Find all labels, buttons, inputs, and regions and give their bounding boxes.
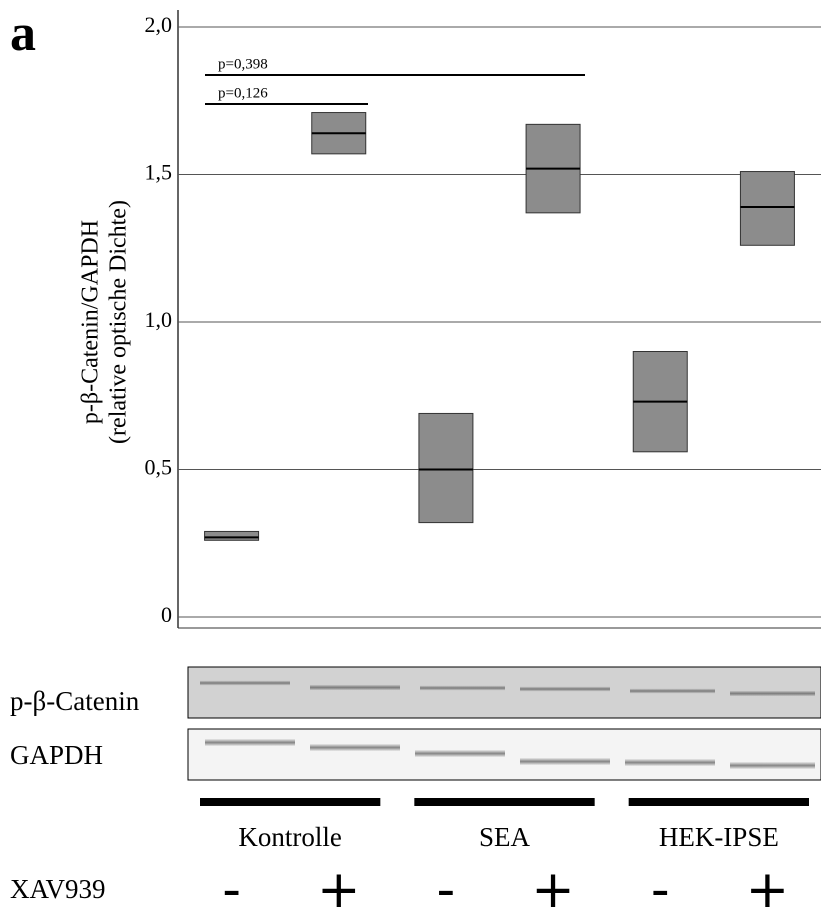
y-tick-label: 0,5 xyxy=(145,455,173,480)
panel-label: a xyxy=(10,5,36,62)
x-tick-label: - xyxy=(437,860,456,910)
blot-label: GAPDH xyxy=(10,740,103,770)
treatment-label: XAV939 xyxy=(10,874,106,904)
y-axis-title: p-β-Catenin/GAPDH xyxy=(78,220,104,424)
x-tick-label: + xyxy=(746,860,790,910)
annotation: p=0,126 xyxy=(218,85,268,101)
group-label: SEA xyxy=(479,822,531,852)
y-tick-label: 2,0 xyxy=(145,12,173,37)
blot xyxy=(188,667,821,718)
box xyxy=(419,413,473,522)
group-label: HEK-IPSE xyxy=(659,822,779,852)
x-tick-label: - xyxy=(222,860,241,910)
box xyxy=(205,531,259,540)
blot-label: p-β-Catenin xyxy=(10,686,140,716)
chart: a p-β-Catenin/GAPDH (relative optische D… xyxy=(0,0,821,910)
x-tick-label: - xyxy=(651,860,670,910)
x-tick-label: + xyxy=(531,860,575,910)
group-label: Kontrolle xyxy=(238,822,341,852)
y-tick-label: 1,5 xyxy=(145,160,173,185)
box xyxy=(740,172,794,246)
y-tick-label: 0 xyxy=(161,602,172,627)
y-axis-title: (relative optische Dichte) xyxy=(106,200,132,444)
annotation: p=0,398 xyxy=(218,56,268,72)
y-tick-label: 1,0 xyxy=(145,307,173,332)
x-tick-label: + xyxy=(317,860,361,910)
